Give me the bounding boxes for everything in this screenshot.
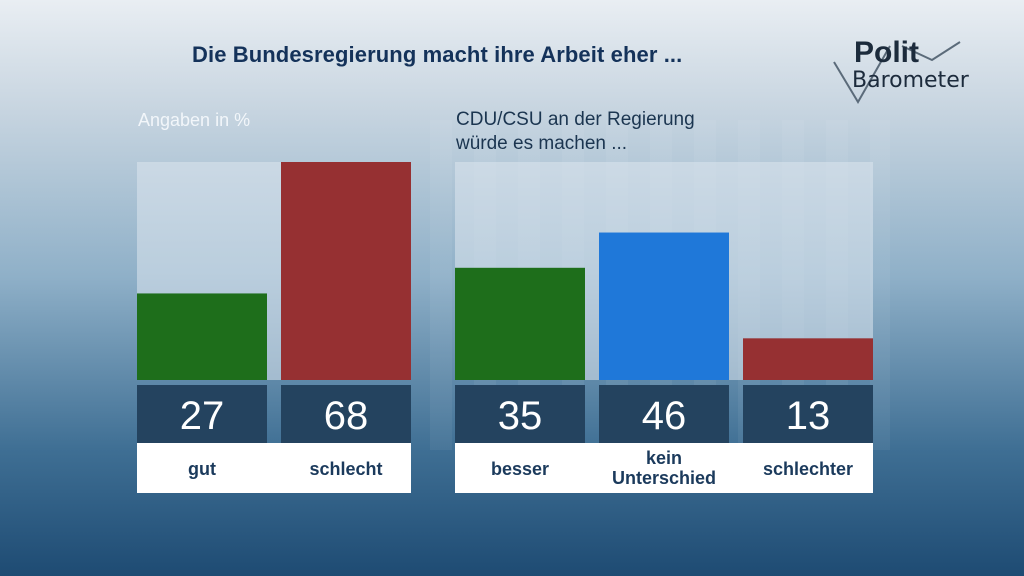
logo-text-polit: Polit — [854, 36, 919, 69]
data-label-schlecht: 68 — [324, 394, 369, 438]
data-label-kein-unterschied: 46 — [642, 394, 687, 438]
chart-title: Die Bundesregierung macht ihre Arbeit eh… — [192, 42, 683, 67]
check-mark-icon — [833, 41, 961, 104]
category-label-kein-unterschied: kein Unterschied — [612, 448, 716, 488]
value-box-besser — [455, 385, 585, 443]
chart-2-label-strip — [455, 443, 873, 493]
chart-1-label-strip — [137, 443, 411, 493]
value-box-schlechter — [743, 385, 873, 443]
subtitle-right-line-2: würde es machen ... — [456, 133, 628, 154]
bar-schlecht — [281, 162, 411, 380]
chart-subtitle-right: CDU/CSU an der Regierung würde es machen… — [456, 108, 695, 156]
category-label-schlecht: schlecht — [309, 459, 382, 479]
politbarometer-logo: Polit Barometer — [832, 36, 982, 106]
value-box-gut — [137, 385, 267, 443]
data-label-schlechter: 13 — [786, 394, 831, 438]
category-label-schlechter: schlechter — [763, 459, 853, 479]
data-label-besser: 35 — [498, 394, 543, 438]
value-box-schlecht — [281, 385, 411, 443]
bar-kein-unterschied — [599, 232, 729, 380]
subtitle-right-line-1: CDU/CSU an der Regierung — [456, 109, 695, 130]
bar-schlechter — [743, 338, 873, 380]
data-label-gut: 27 — [180, 394, 225, 438]
category-label-gut: gut — [188, 459, 216, 479]
bar-besser — [455, 267, 585, 380]
logo-text-barometer: Barometer — [852, 68, 969, 93]
chart-subtitle-left: Angaben in % — [138, 110, 251, 130]
bar-gut — [137, 293, 267, 380]
category-label-besser: besser — [491, 459, 549, 479]
value-box-kein-unterschied — [599, 385, 729, 443]
